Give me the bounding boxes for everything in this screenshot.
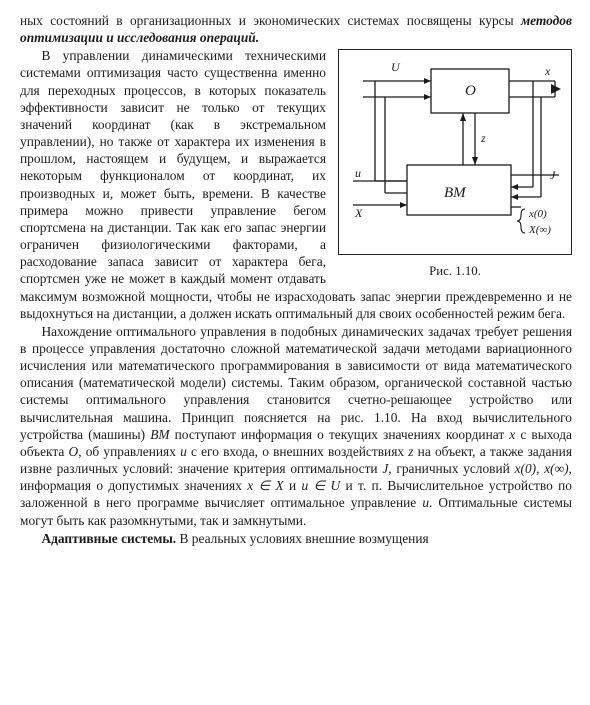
var-u2: u (422, 495, 429, 510)
paragraph-4: Адаптивные системы. В реальных условиях … (20, 530, 572, 547)
figure-caption: Рис. 1.10. (338, 263, 572, 279)
text: ных состояний в организационных и эконом… (20, 13, 521, 28)
var-xinf: x(∞) (544, 461, 568, 476)
text: , об управлениях (78, 444, 180, 459)
lbl-X: X (354, 206, 363, 220)
lbl-xinf: X(∞) (528, 224, 551, 236)
var-O: О (69, 444, 79, 459)
lbl-x: x (544, 64, 551, 78)
text: поступают информация о текущих значениях… (170, 427, 510, 442)
paragraph-1: ных состояний в организационных и эконом… (20, 12, 572, 46)
lbl-z: z (480, 131, 486, 145)
text: В реальных условиях внешние возмущения (176, 531, 429, 546)
lbl-U: U (391, 60, 401, 74)
lbl-BM: ВМ (444, 185, 467, 201)
figure-1-10: U О x z u X ВМ J x(0) X(∞) Рис. 1.10. (338, 49, 572, 279)
var-BM: ВМ (150, 427, 169, 442)
lbl-u: u (355, 166, 361, 180)
text: и (284, 478, 302, 493)
text: Нахождение оптимального управления в под… (20, 324, 572, 442)
lbl-O: О (465, 83, 476, 99)
paragraph-3: Нахождение оптимального управления в под… (20, 323, 572, 529)
lbl-J: J (550, 168, 556, 182)
text: , (536, 461, 544, 476)
var-xX: x ∈ X (247, 478, 283, 493)
lbl-x0: x(0) (528, 208, 547, 220)
section-title: Адаптивные системы. (41, 531, 176, 546)
figure-frame: U О x z u X ВМ J x(0) X(∞) (338, 49, 572, 255)
text: , граничных условий (388, 461, 514, 476)
text: с его входа, о внешних воздействиях (187, 444, 408, 459)
var-uU: u ∈ U (302, 478, 341, 493)
figure-svg: U О x z u X ВМ J x(0) X(∞) (345, 57, 565, 245)
var-u: u (180, 444, 187, 459)
var-x0: x(0) (515, 461, 537, 476)
